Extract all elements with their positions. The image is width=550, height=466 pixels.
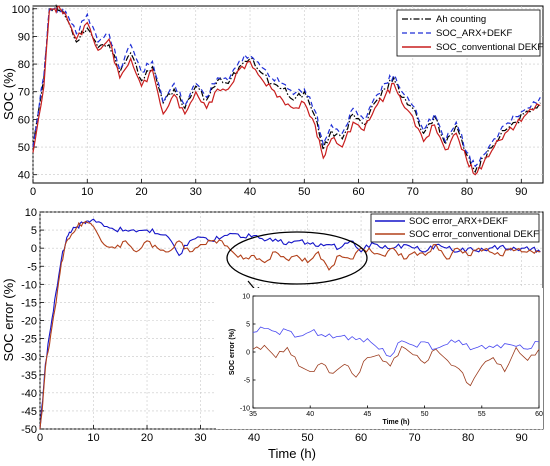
error-x-tick-label: 80 xyxy=(462,432,474,444)
error-y-tick-label: 0 xyxy=(31,243,37,255)
error-line-soc-error-arx-dekf xyxy=(39,218,541,430)
error-ticks: 0 10 20 30 40 50 60 70 80 901050-5-10-15-20-25-30… xyxy=(21,207,528,444)
error-series xyxy=(39,218,541,430)
soc-x-tick-label: 40 xyxy=(244,186,256,198)
legend-label-error-arx-dekf: SOC error_ARX+DEKF xyxy=(409,216,508,227)
error-y-tick-label: -45 xyxy=(21,406,37,418)
inset-line-soc-error-arx-dekf xyxy=(252,326,540,357)
soc-series xyxy=(32,4,541,176)
legend-label-soc-arx-dekf: SOC_ARX+DEKF xyxy=(436,28,512,39)
inset-series xyxy=(252,326,540,387)
error-x-tick-label: 0 xyxy=(37,432,43,444)
legend-label-soc-conventional-dekf: SOC_conventional DEKF xyxy=(436,42,543,53)
error-y-tick-label: -40 xyxy=(21,388,37,400)
error-y-tick-label: -30 xyxy=(21,352,37,364)
error-x-axis-label: Time (h) xyxy=(268,446,316,461)
error-x-tick-label: 60 xyxy=(355,432,367,444)
legend-label-ah-counting: Ah counting xyxy=(436,14,486,25)
error-y-tick-label: -5 xyxy=(27,261,37,273)
inset-y-tick-label: -10 xyxy=(240,406,250,413)
error-y-tick-label: -15 xyxy=(21,297,37,309)
soc-x-tick-label: 80 xyxy=(461,186,473,198)
soc-y-tick-label: 50 xyxy=(18,142,30,154)
soc-ticks: 0 10 20 30 40 50 60 70 80 90 40 50 60 70 80 90 100 xyxy=(12,4,528,198)
soc-x-tick-label: 70 xyxy=(407,186,419,198)
inset-y-axis-label: SOC error (%) xyxy=(229,329,236,375)
soc-x-tick-label: 20 xyxy=(135,186,147,198)
error-x-tick-label: 40 xyxy=(248,432,260,444)
soc-y-tick-label: 40 xyxy=(18,170,30,182)
error-legend-box xyxy=(370,213,540,243)
inset-x-tick-label: 40 xyxy=(306,411,314,418)
error-line-soc-error-conventional-dekf xyxy=(39,220,541,430)
inset-y-tick-label: 0 xyxy=(246,350,250,357)
error-y-tick-label: -10 xyxy=(21,279,37,291)
error-y-axis-label: SOC error (%) xyxy=(1,278,16,361)
error-x-tick-label: 10 xyxy=(87,432,99,444)
inset-y-tick-label: 5 xyxy=(246,322,250,329)
soc-panel: 0 10 20 30 40 50 60 70 80 90 40 50 60 70 80 90 100 SOC (… xyxy=(1,4,544,198)
soc-x-tick-label: 50 xyxy=(298,186,310,198)
error-x-tick-label: 70 xyxy=(408,432,420,444)
error-x-tick-label: 20 xyxy=(141,432,153,444)
soc-y-axis-label: SOC (%) xyxy=(1,68,16,120)
legend-label-error-conventional-dekf: SOC error_conventional DEKF xyxy=(409,229,539,240)
error-y-tick-label: -50 xyxy=(21,424,37,436)
inset-x-tick-label: 55 xyxy=(478,411,486,418)
error-y-tick-label: -20 xyxy=(21,316,37,328)
error-x-tick-label: 90 xyxy=(515,432,527,444)
inset-x-tick-label: 60 xyxy=(535,411,543,418)
inset-line-soc-error-conventional-dekf xyxy=(252,344,540,387)
inset-x-tick-label: 45 xyxy=(364,411,372,418)
soc-x-tick-label: 10 xyxy=(81,186,93,198)
soc-line-soc-conventional-dekf xyxy=(32,5,541,176)
inset-x-axis-label: Time (h) xyxy=(382,419,409,426)
soc-x-tick-label: 0 xyxy=(30,186,36,198)
soc-y-tick-label: 100 xyxy=(12,4,30,16)
soc-y-tick-label: 70 xyxy=(18,87,30,99)
error-y-tick-label: -25 xyxy=(21,334,37,346)
error-panel: 0 10 20 30 40 50 60 70 80 901050-5-10-15-20-25-30… xyxy=(1,207,544,461)
inset-x-tick-label: 50 xyxy=(421,411,429,418)
zoom-ellipse xyxy=(226,231,368,285)
error-legend: SOC error_ARX+DEKF SOC error_conventiona… xyxy=(370,213,540,243)
soc-x-tick-label: 90 xyxy=(515,186,527,198)
inset-y-tick-label: 10 xyxy=(242,294,250,301)
inset-x-tick-label: 35 xyxy=(249,411,257,418)
error-x-tick-label: 50 xyxy=(301,432,313,444)
soc-line-soc-arx-dekf xyxy=(32,5,541,168)
soc-y-tick-label: 80 xyxy=(18,59,30,71)
soc-x-tick-label: 60 xyxy=(352,186,364,198)
error-y-tick-label: 10 xyxy=(25,207,37,219)
error-y-tick-label: 5 xyxy=(31,225,37,237)
soc-x-tick-label: 30 xyxy=(190,186,202,198)
soc-y-tick-label: 60 xyxy=(18,114,30,126)
error-y-tick-label: -35 xyxy=(21,370,37,382)
soc-y-tick-label: 90 xyxy=(18,31,30,43)
soc-legend: Ah counting SOC_ARX+DEKF SOC_conventiona… xyxy=(396,9,543,57)
error-x-tick-label: 30 xyxy=(194,432,206,444)
inset-y-tick-label: -5 xyxy=(244,378,250,385)
soc-line-ah-counting xyxy=(32,4,541,174)
inset-plot-area xyxy=(252,295,540,409)
